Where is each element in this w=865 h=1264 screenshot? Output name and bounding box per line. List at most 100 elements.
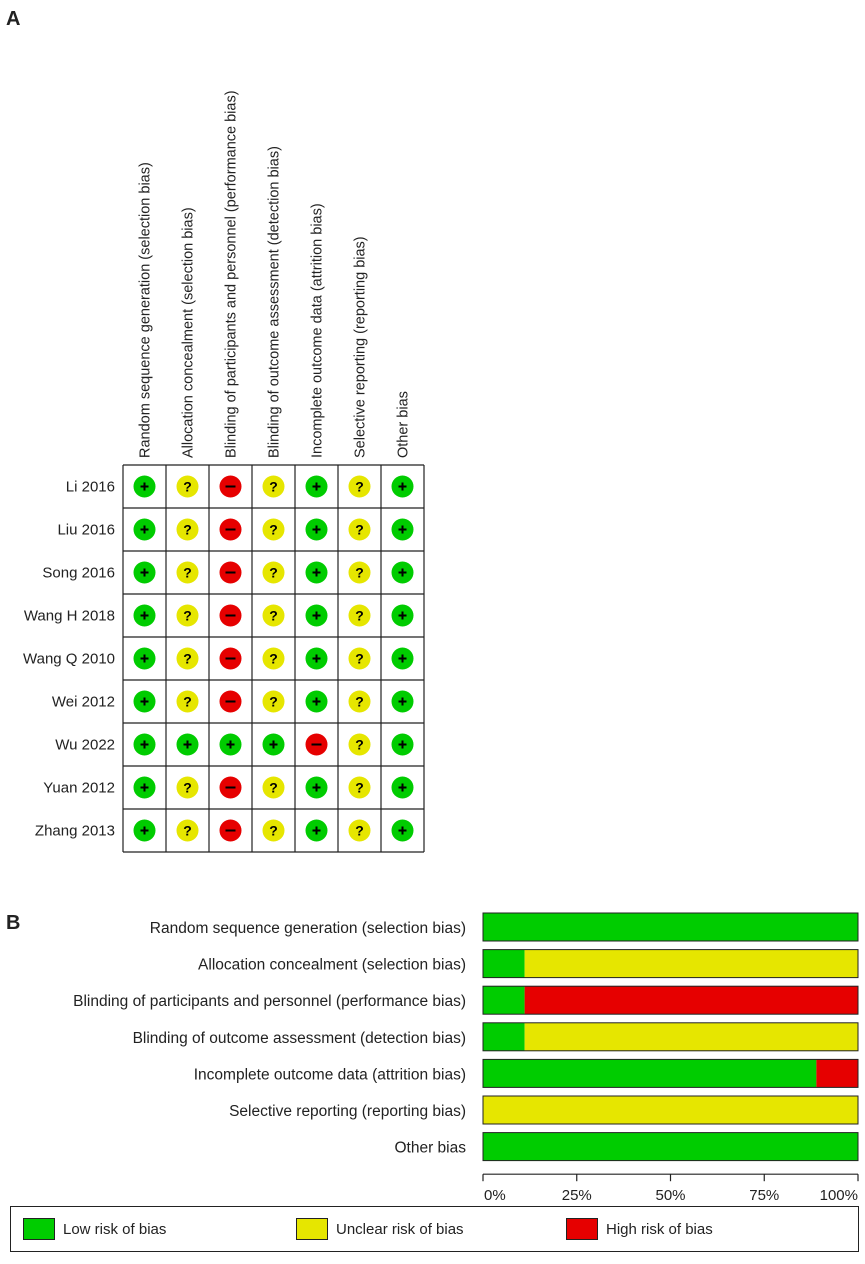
bar-segment	[483, 986, 525, 1015]
study-label: Wei 2012	[52, 694, 115, 711]
rating-low-icon	[305, 690, 328, 713]
rating-unclear-icon: ?	[176, 776, 199, 799]
rating-low-icon	[391, 733, 414, 756]
rating-circle	[176, 776, 199, 799]
question-mark: ?	[269, 565, 278, 581]
rating-low-icon	[391, 819, 414, 842]
rating-unclear-icon: ?	[262, 475, 285, 498]
rating-high-icon	[305, 733, 328, 756]
panel-a-label: A	[6, 8, 21, 30]
rating-circle	[348, 647, 371, 670]
rating-circle	[348, 518, 371, 541]
rating-circle	[176, 819, 199, 842]
legend-item-high: High risk of bias	[566, 1217, 713, 1241]
bar-outline	[482, 1022, 859, 1052]
bar-segment	[524, 1022, 858, 1051]
rating-circle	[262, 518, 285, 541]
rating-unclear-icon: ?	[262, 518, 285, 541]
bar-outline	[482, 949, 859, 979]
rating-circle	[262, 690, 285, 713]
bar-segment	[483, 1132, 858, 1161]
rating-unclear-icon: ?	[348, 647, 371, 670]
question-mark: ?	[355, 823, 364, 839]
column-header: Other bias	[396, 391, 412, 458]
rating-low-icon	[176, 733, 199, 756]
rating-low-icon	[305, 475, 328, 498]
rating-unclear-icon: ?	[176, 690, 199, 713]
question-mark: ?	[269, 694, 278, 710]
legend-label-high: High risk of bias	[606, 1220, 713, 1238]
rating-unclear-icon: ?	[176, 561, 199, 584]
rating-unclear-icon: ?	[262, 604, 285, 627]
rating-circle	[348, 733, 371, 756]
legend-swatch-high	[566, 1218, 598, 1240]
bar-segment	[483, 1096, 858, 1124]
rating-unclear-icon: ?	[348, 690, 371, 713]
question-mark: ?	[183, 823, 192, 839]
rating-circle	[348, 561, 371, 584]
bar-segment	[483, 913, 858, 941]
x-tick-label: 75%	[749, 1187, 779, 1200]
rating-circle	[348, 475, 371, 498]
bar-outline	[482, 1095, 859, 1125]
category-label: Random sequence generation (selection bi…	[150, 920, 466, 937]
bar-segment	[483, 1059, 817, 1088]
rating-unclear-icon: ?	[348, 819, 371, 842]
rating-unclear-icon: ?	[262, 776, 285, 799]
question-mark: ?	[355, 694, 364, 710]
rating-circle	[262, 475, 285, 498]
question-mark: ?	[183, 651, 192, 667]
question-mark: ?	[269, 651, 278, 667]
study-label: Song 2016	[42, 565, 115, 582]
study-label: Yuan 2012	[43, 780, 115, 797]
rating-high-icon	[219, 604, 242, 627]
legend-item-unclear: Unclear risk of bias	[296, 1217, 464, 1241]
legend: Low risk of bias Unclear risk of bias Hi…	[10, 1206, 859, 1252]
rating-low-icon	[305, 561, 328, 584]
rating-circle	[176, 561, 199, 584]
rating-low-icon	[133, 733, 156, 756]
study-label: Wu 2022	[55, 737, 115, 754]
question-mark: ?	[355, 608, 364, 624]
question-mark: ?	[183, 694, 192, 710]
question-mark: ?	[183, 522, 192, 538]
legend-swatch-low	[23, 1218, 55, 1240]
rating-unclear-icon: ?	[262, 690, 285, 713]
question-mark: ?	[183, 780, 192, 796]
category-label: Other bias	[394, 1140, 466, 1157]
rating-unclear-icon: ?	[176, 475, 199, 498]
question-mark: ?	[269, 479, 278, 495]
category-label: Allocation concealment (selection bias)	[198, 957, 466, 974]
bar-outline	[482, 912, 859, 942]
question-mark: ?	[355, 737, 364, 753]
question-mark: ?	[183, 479, 192, 495]
rating-low-icon	[391, 518, 414, 541]
category-label: Selective reporting (reporting bias)	[229, 1103, 466, 1120]
rating-low-icon	[133, 604, 156, 627]
rating-circle	[176, 604, 199, 627]
question-mark: ?	[269, 522, 278, 538]
legend-label-unclear: Unclear risk of bias	[336, 1220, 464, 1238]
column-header: Blinding of participants and personnel (…	[224, 90, 240, 458]
rating-low-icon	[133, 475, 156, 498]
rating-circle	[176, 518, 199, 541]
rating-unclear-icon: ?	[176, 604, 199, 627]
rating-unclear-icon: ?	[348, 518, 371, 541]
study-label: Liu 2016	[57, 522, 115, 539]
rating-unclear-icon: ?	[262, 561, 285, 584]
rating-unclear-icon: ?	[262, 647, 285, 670]
question-mark: ?	[355, 522, 364, 538]
rating-low-icon	[305, 776, 328, 799]
panel-b-label: B	[6, 912, 21, 934]
rating-high-icon	[219, 690, 242, 713]
study-label: Li 2016	[66, 479, 115, 496]
legend-item-low: Low risk of bias	[23, 1217, 166, 1241]
rating-unclear-icon: ?	[348, 475, 371, 498]
bar-segment	[483, 1022, 525, 1051]
bar-outline	[482, 1058, 859, 1088]
question-mark: ?	[269, 780, 278, 796]
question-mark: ?	[355, 479, 364, 495]
x-tick-label: 50%	[655, 1187, 685, 1200]
rating-circle	[262, 647, 285, 670]
x-tick-label: 0%	[484, 1187, 506, 1200]
